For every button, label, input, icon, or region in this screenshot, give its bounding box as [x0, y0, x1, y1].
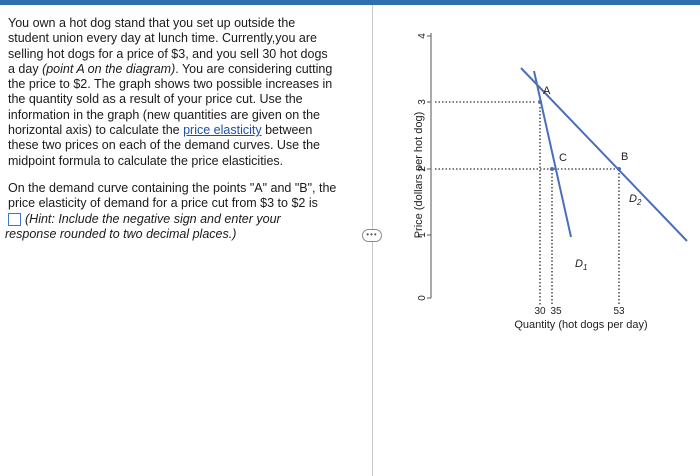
question-line-text: between [261, 123, 313, 138]
y-axis-label: Price (dollars per hot dog) [413, 112, 425, 239]
guide-lines [435, 101, 620, 305]
question-line-text: horizontal axis) to calculate the [8, 123, 184, 138]
point-b-label: B [621, 151, 628, 163]
question-line: these two prices on each of the demand c… [8, 138, 320, 153]
hint-line: response rounded to two decimal places.) [5, 227, 353, 242]
curve-d1-label: D1 [575, 258, 587, 272]
point-a-note: (point A on the diagram) [42, 61, 176, 76]
question-line: selling hot dogs for a price of $3, and … [8, 46, 328, 61]
x-tick-label: 35 [550, 306, 562, 317]
y-tick-label: 0 [417, 295, 428, 301]
y-tick-label: 1 [417, 232, 428, 238]
point-c-label: C [559, 152, 567, 164]
point-b-marker [617, 167, 621, 171]
question-line: a day (point A on the diagram). You are … [8, 62, 353, 77]
x-tick-label: 30 [534, 306, 546, 317]
question-line: You own a hot dog stand that you set up … [8, 16, 296, 30]
question-text: You own a hot dog stand that you set up … [5, 16, 353, 242]
y-tick-label: 4 [417, 33, 428, 39]
point-c-marker [550, 167, 554, 171]
top-accent-bar [0, 0, 700, 5]
question-line: information in the graph (new quantities… [8, 107, 320, 122]
answer-input[interactable] [8, 212, 21, 226]
curve-d2-label: D2 [629, 193, 642, 207]
demand-curve-d2 [520, 67, 688, 242]
point-a-label: A [543, 85, 551, 97]
hint-text: response rounded to two decimal places.) [5, 226, 237, 241]
question-line: the quantity sold as a result of your pr… [8, 92, 303, 107]
question-line-text: a day [8, 61, 43, 76]
question-line: price elasticity of demand for a price c… [8, 196, 318, 211]
question-line-text: . You are considering cutting [175, 61, 333, 76]
price-elasticity-link[interactable]: price elasticity [183, 123, 262, 138]
question-line: the price to $2. The graph shows two pos… [8, 77, 333, 92]
point-a-marker [538, 100, 542, 104]
question-line: horizontal axis) to calculate the price … [8, 123, 353, 138]
demand-curve-d1 [533, 70, 572, 238]
question-panel: You own a hot dog stand that you set up … [0, 5, 372, 476]
hint-line: (Hint: Include the negative sign and ent… [8, 212, 353, 227]
hint-text: (Hint: Include the negative sign and ent… [25, 211, 281, 226]
panel-resize-handle[interactable]: ••• [362, 229, 382, 242]
question-line: On the demand curve containing the point… [8, 180, 337, 195]
y-ticks: 0 1 2 3 4 [417, 33, 431, 301]
x-axis-label: Quantity (hot dogs per day) [514, 319, 647, 331]
question-line: midpoint formula to calculate the price … [8, 153, 284, 168]
demand-chart: Price (dollars per hot dog) 0 1 2 3 4 A … [413, 33, 688, 331]
question-line: student union every day at lunch time. C… [8, 31, 317, 46]
y-tick-label: 2 [417, 166, 428, 172]
y-tick-label: 3 [417, 99, 428, 105]
x-tick-label: 53 [613, 306, 625, 317]
